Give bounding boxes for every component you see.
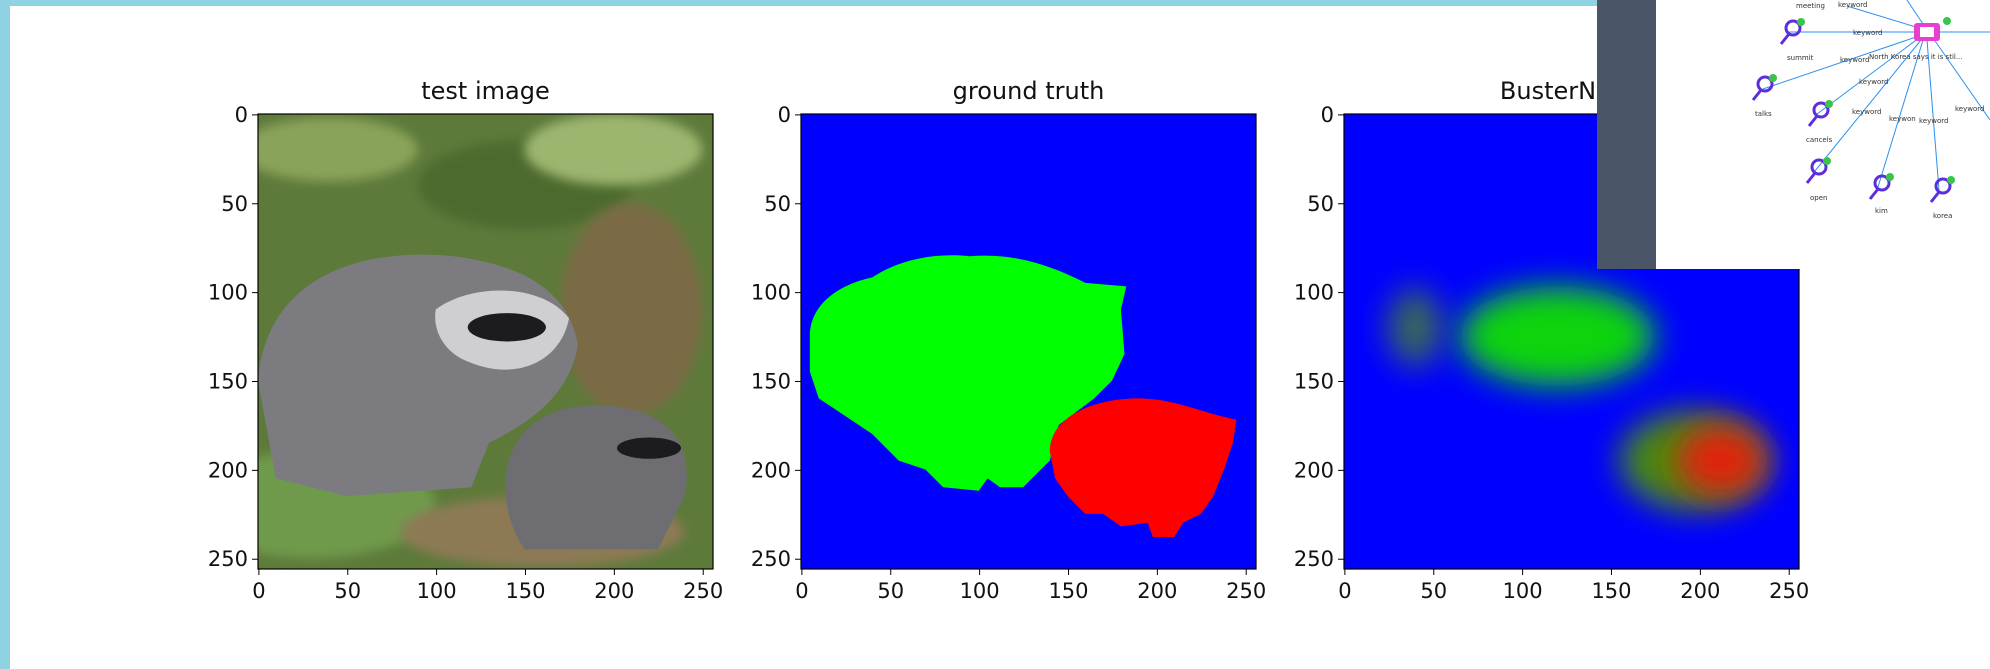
y-tick-label: 0 (778, 103, 791, 127)
y-tick-label: 100 (751, 281, 791, 305)
node-label: cancels (1806, 136, 1833, 144)
y-tick-label: 150 (1294, 369, 1334, 393)
x-tick-label: 250 (1226, 579, 1266, 603)
node-label: talks (1755, 110, 1772, 118)
x-tick-label: 200 (1137, 579, 1177, 603)
node-label: summit (1787, 54, 1814, 62)
node-label: kim (1875, 207, 1888, 215)
prediction (1676, 425, 1765, 496)
x-tick-label: 200 (594, 579, 634, 603)
edge-label: keyword (1955, 105, 1984, 113)
panel-title: ground truth (953, 77, 1105, 105)
x-tick-label: 0 (795, 579, 808, 603)
edge-label: keyword (1853, 29, 1882, 37)
foliage (240, 118, 418, 182)
x-tick-label: 0 (1338, 579, 1351, 603)
y-tick-label: 50 (764, 192, 791, 216)
x-tick-label: 100 (960, 579, 1000, 603)
prediction (1460, 286, 1656, 386)
image (801, 114, 1256, 569)
y-tick-label: 100 (1294, 281, 1334, 305)
x-tick-label: 50 (1420, 579, 1447, 603)
edge-label: keyword (1840, 56, 1869, 64)
image (187, 114, 713, 569)
x-tick-label: 100 (417, 579, 457, 603)
y-tick-label: 100 (208, 281, 248, 305)
x-tick-label: 50 (334, 579, 361, 603)
edge-label: keyword (1859, 78, 1888, 86)
x-tick-label: 250 (1769, 579, 1809, 603)
edge-label: keyword (1852, 108, 1881, 116)
x-tick-label: 200 (1680, 579, 1720, 603)
edge-label: keyword (1919, 117, 1948, 125)
y-tick-label: 150 (751, 369, 791, 393)
y-tick-label: 200 (751, 458, 791, 482)
x-tick-label: 50 (877, 579, 904, 603)
y-tick-label: 250 (751, 547, 791, 571)
panel-title: test image (421, 77, 549, 105)
x-tick-label: 0 (252, 579, 265, 603)
y-tick-label: 250 (1294, 547, 1334, 571)
edge-label: keywon (1889, 115, 1916, 123)
y-tick-label: 250 (208, 547, 248, 571)
y-tick-label: 150 (208, 369, 248, 393)
overlay-window: meeting keyword keyword summit keyword N… (1597, 0, 1990, 269)
x-tick-label: 150 (1048, 579, 1088, 603)
center-label: North Korea says it is stil... (1869, 53, 1963, 61)
foliage (560, 203, 702, 416)
raccoon-small (506, 405, 687, 549)
edge-label: keyword (1838, 1, 1867, 9)
x-tick-label: 150 (1591, 579, 1631, 603)
y-tick-label: 200 (1294, 458, 1334, 482)
prediction (1388, 288, 1441, 366)
mask (468, 313, 546, 341)
node-label: open (1810, 194, 1827, 202)
x-tick-label: 250 (683, 579, 723, 603)
foliage (525, 114, 703, 185)
y-tick-label: 50 (221, 192, 248, 216)
x-tick-label: 100 (1503, 579, 1543, 603)
y-tick-label: 50 (1307, 192, 1334, 216)
x-tick-label: 150 (505, 579, 545, 603)
graph: meeting keyword keyword summit keyword N… (1597, 0, 1990, 269)
node-label: korea (1933, 212, 1952, 220)
y-tick-label: 0 (235, 103, 248, 127)
node-label: meeting (1796, 2, 1825, 10)
page: test image050100150200250050100150200250… (0, 0, 1990, 669)
y-tick-label: 200 (208, 458, 248, 482)
y-tick-label: 0 (1321, 103, 1334, 127)
mask (617, 437, 681, 458)
